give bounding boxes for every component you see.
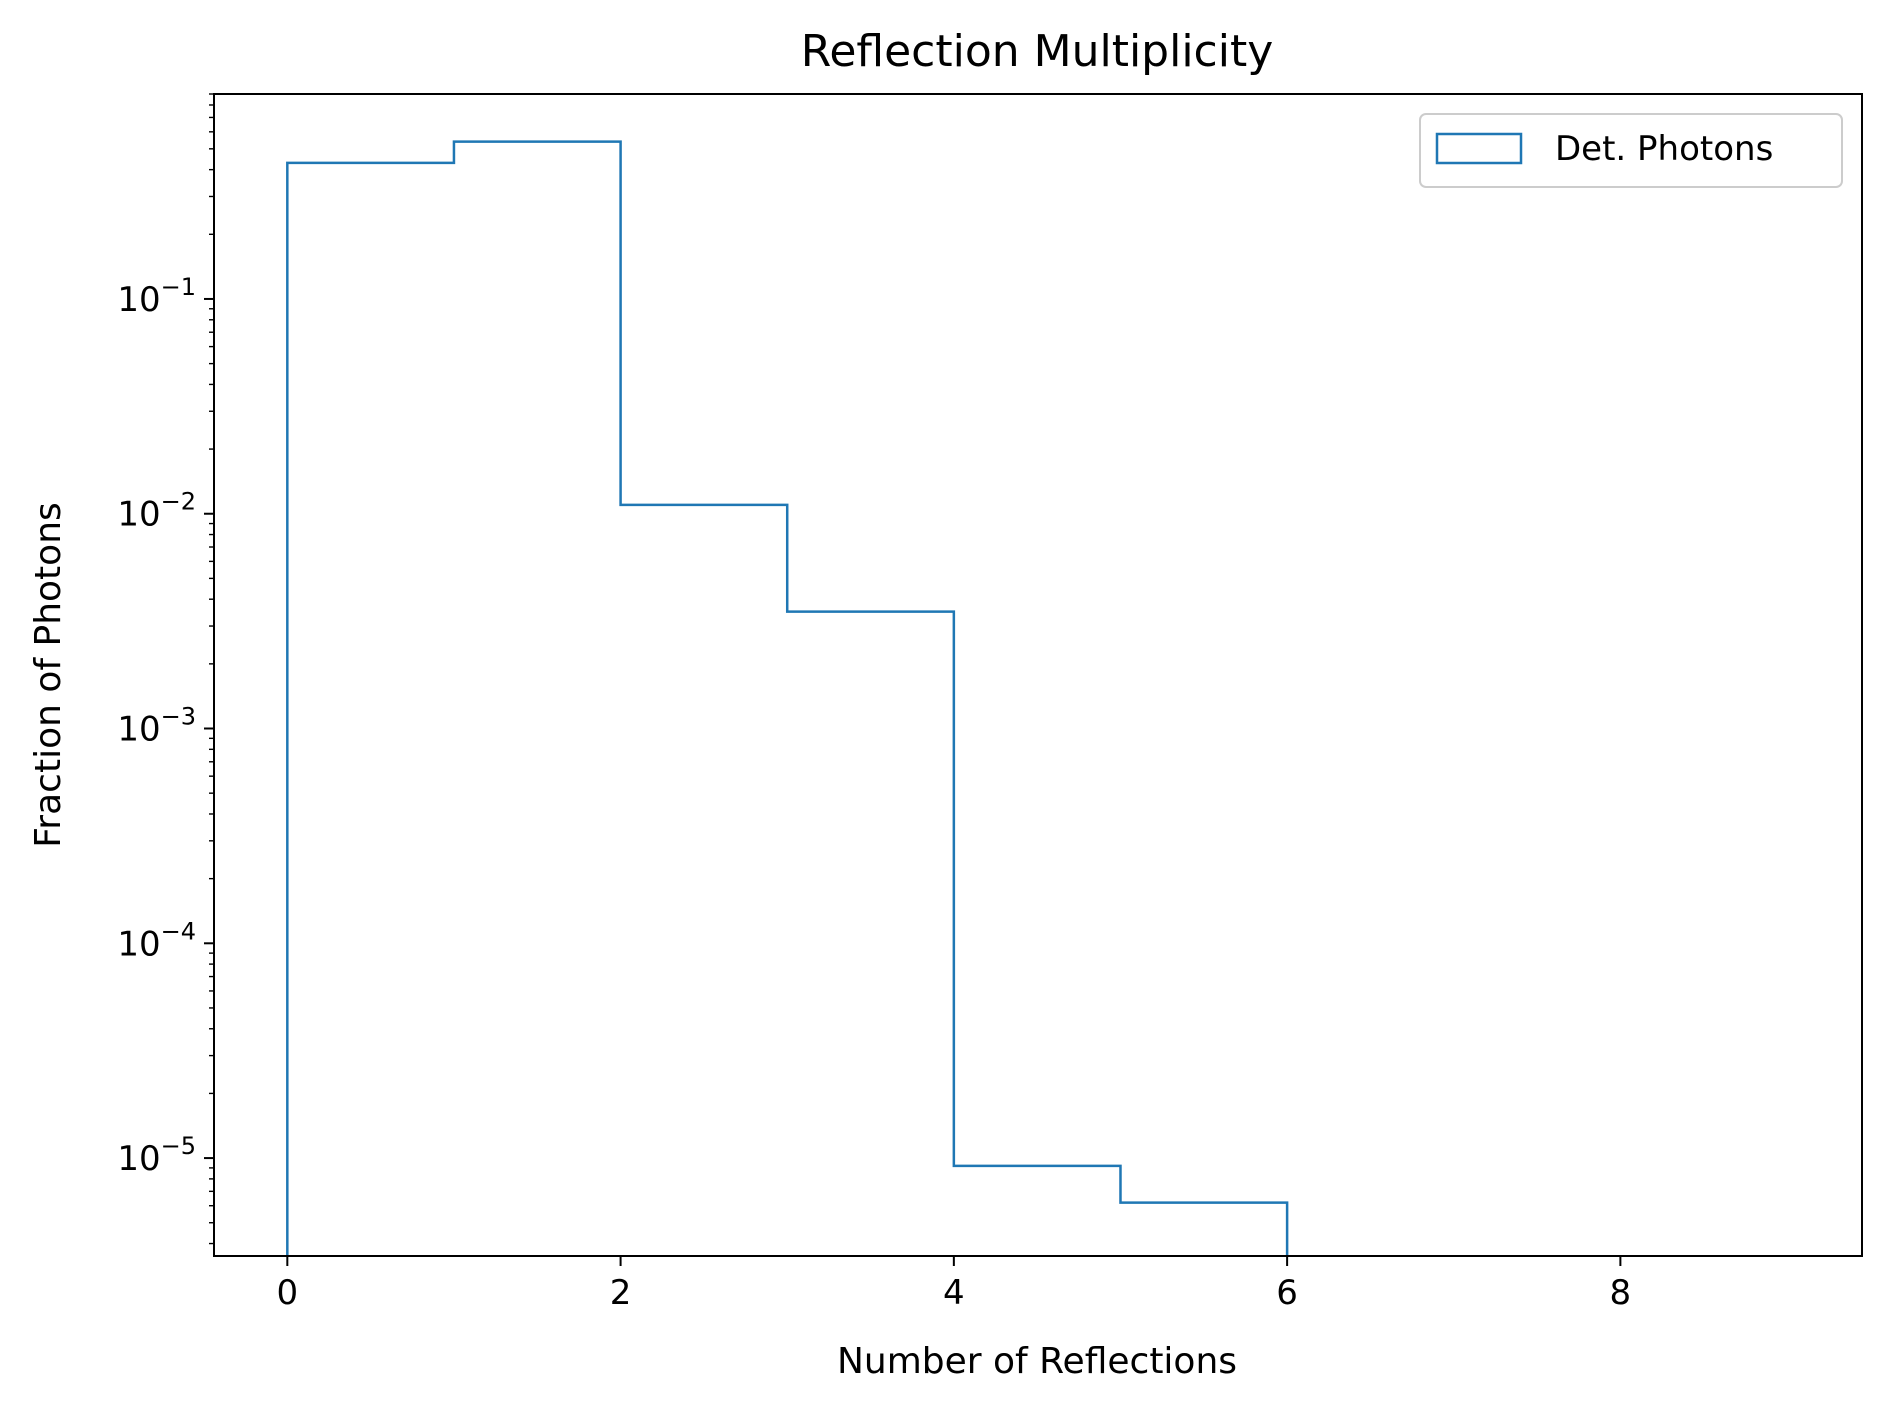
chart-title: Reflection Multiplicity	[801, 26, 1274, 77]
x-tick-label: 6	[1276, 1273, 1298, 1313]
legend-box	[1419, 113, 1843, 188]
histogram-step-series-0	[286, 140, 1289, 1256]
x-tick-label: 8	[1610, 1273, 1632, 1313]
plot-area	[286, 140, 1289, 1256]
y-axis: 10−5 10−4 10−3 10−2 10−1	[117, 93, 214, 1245]
y-tick-label: 10−3	[117, 703, 196, 750]
axes-frame	[213, 93, 1863, 1257]
legend-swatch	[1435, 132, 1523, 165]
x-tick-label: 4	[943, 1273, 965, 1313]
x-axis: 0 2 4 6 8	[276, 1256, 1631, 1313]
x-tick-label: 0	[276, 1273, 298, 1313]
y-tick-label: 10−2	[117, 488, 196, 535]
y-tick-label: 10−1	[117, 273, 196, 320]
legend-label: Det. Photons	[1555, 129, 1773, 169]
x-axis-label: Number of Reflections	[837, 1341, 1237, 1382]
x-tick-label: 2	[610, 1273, 632, 1313]
y-tick-label: 10−4	[117, 917, 196, 964]
y-tick-label: 10−5	[117, 1132, 196, 1179]
y-axis-label: Fraction of Photons	[28, 502, 69, 848]
legend: Det. Photons	[1419, 113, 1843, 188]
